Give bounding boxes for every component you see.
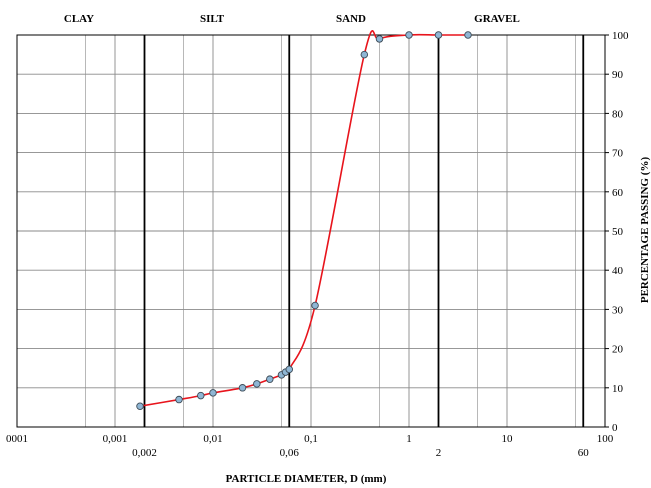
x-tick-label: 0,01 <box>203 433 222 445</box>
x-tick-label: 100 <box>597 433 614 445</box>
y-tick-label: 80 <box>612 108 624 120</box>
data-point <box>197 391 205 400</box>
x-boundary-tick-label: 0,002 <box>132 447 157 459</box>
x-tick-labels: 0001 0,001 0,01 0,1 1 10 100 0,002 0,06 2 60 <box>6 433 614 459</box>
sample-points <box>136 31 472 410</box>
data-point <box>375 35 384 43</box>
zone-label-clay: CLAY <box>64 13 94 25</box>
data-point <box>209 389 217 397</box>
data-point <box>311 301 319 310</box>
data-point <box>253 380 261 388</box>
data-point <box>175 395 183 404</box>
data-point <box>266 375 274 383</box>
y-tick-label: 20 <box>612 344 624 356</box>
data-point <box>360 50 369 59</box>
y-tick-label: 60 <box>612 187 624 199</box>
data-point <box>405 31 413 39</box>
zone-boundary-lines <box>143 35 585 427</box>
data-point <box>434 31 443 39</box>
x-boundary-tick-label: 60 <box>578 447 590 459</box>
y-tick-label: 30 <box>612 304 624 316</box>
data-point <box>464 31 472 39</box>
zone-label-gravel: GRAVEL <box>474 13 520 25</box>
x-tick-label: 1 <box>406 433 412 445</box>
y-tick-label: 90 <box>612 69 624 81</box>
x-boundary-tick-label: 0,06 <box>280 447 300 459</box>
data-point <box>285 365 294 374</box>
data-point <box>136 402 144 410</box>
x-axis-title: PARTICLE DIAMETER, D (mm) <box>226 473 387 485</box>
y-tick-label: 40 <box>612 265 624 277</box>
zone-label-silt: SILT <box>200 13 225 25</box>
y-axis-title: PERCENTAGE PASSING (%) <box>639 157 651 304</box>
soil-zone-labels: CLAY SILT SAND GRAVEL <box>64 13 520 25</box>
y-tick-label: 10 <box>612 383 624 395</box>
x-tick-label: 0,1 <box>304 433 318 445</box>
y-tick-label: 100 <box>612 30 629 42</box>
y-tick-label: 70 <box>612 148 624 160</box>
y-tick-labels: 0 10 20 30 40 50 60 70 80 90 100 <box>605 30 629 434</box>
data-point <box>238 384 247 392</box>
x-boundary-tick-label: 2 <box>436 447 442 459</box>
grid-lines <box>16 34 606 428</box>
x-tick-label: 0,001 <box>103 433 128 445</box>
y-tick-label: 50 <box>612 226 624 238</box>
x-tick-label: 0001 <box>6 433 28 445</box>
y-tick-label: 0 <box>612 422 618 434</box>
zone-label-sand: SAND <box>336 13 366 25</box>
x-tick-label: 10 <box>502 433 514 445</box>
